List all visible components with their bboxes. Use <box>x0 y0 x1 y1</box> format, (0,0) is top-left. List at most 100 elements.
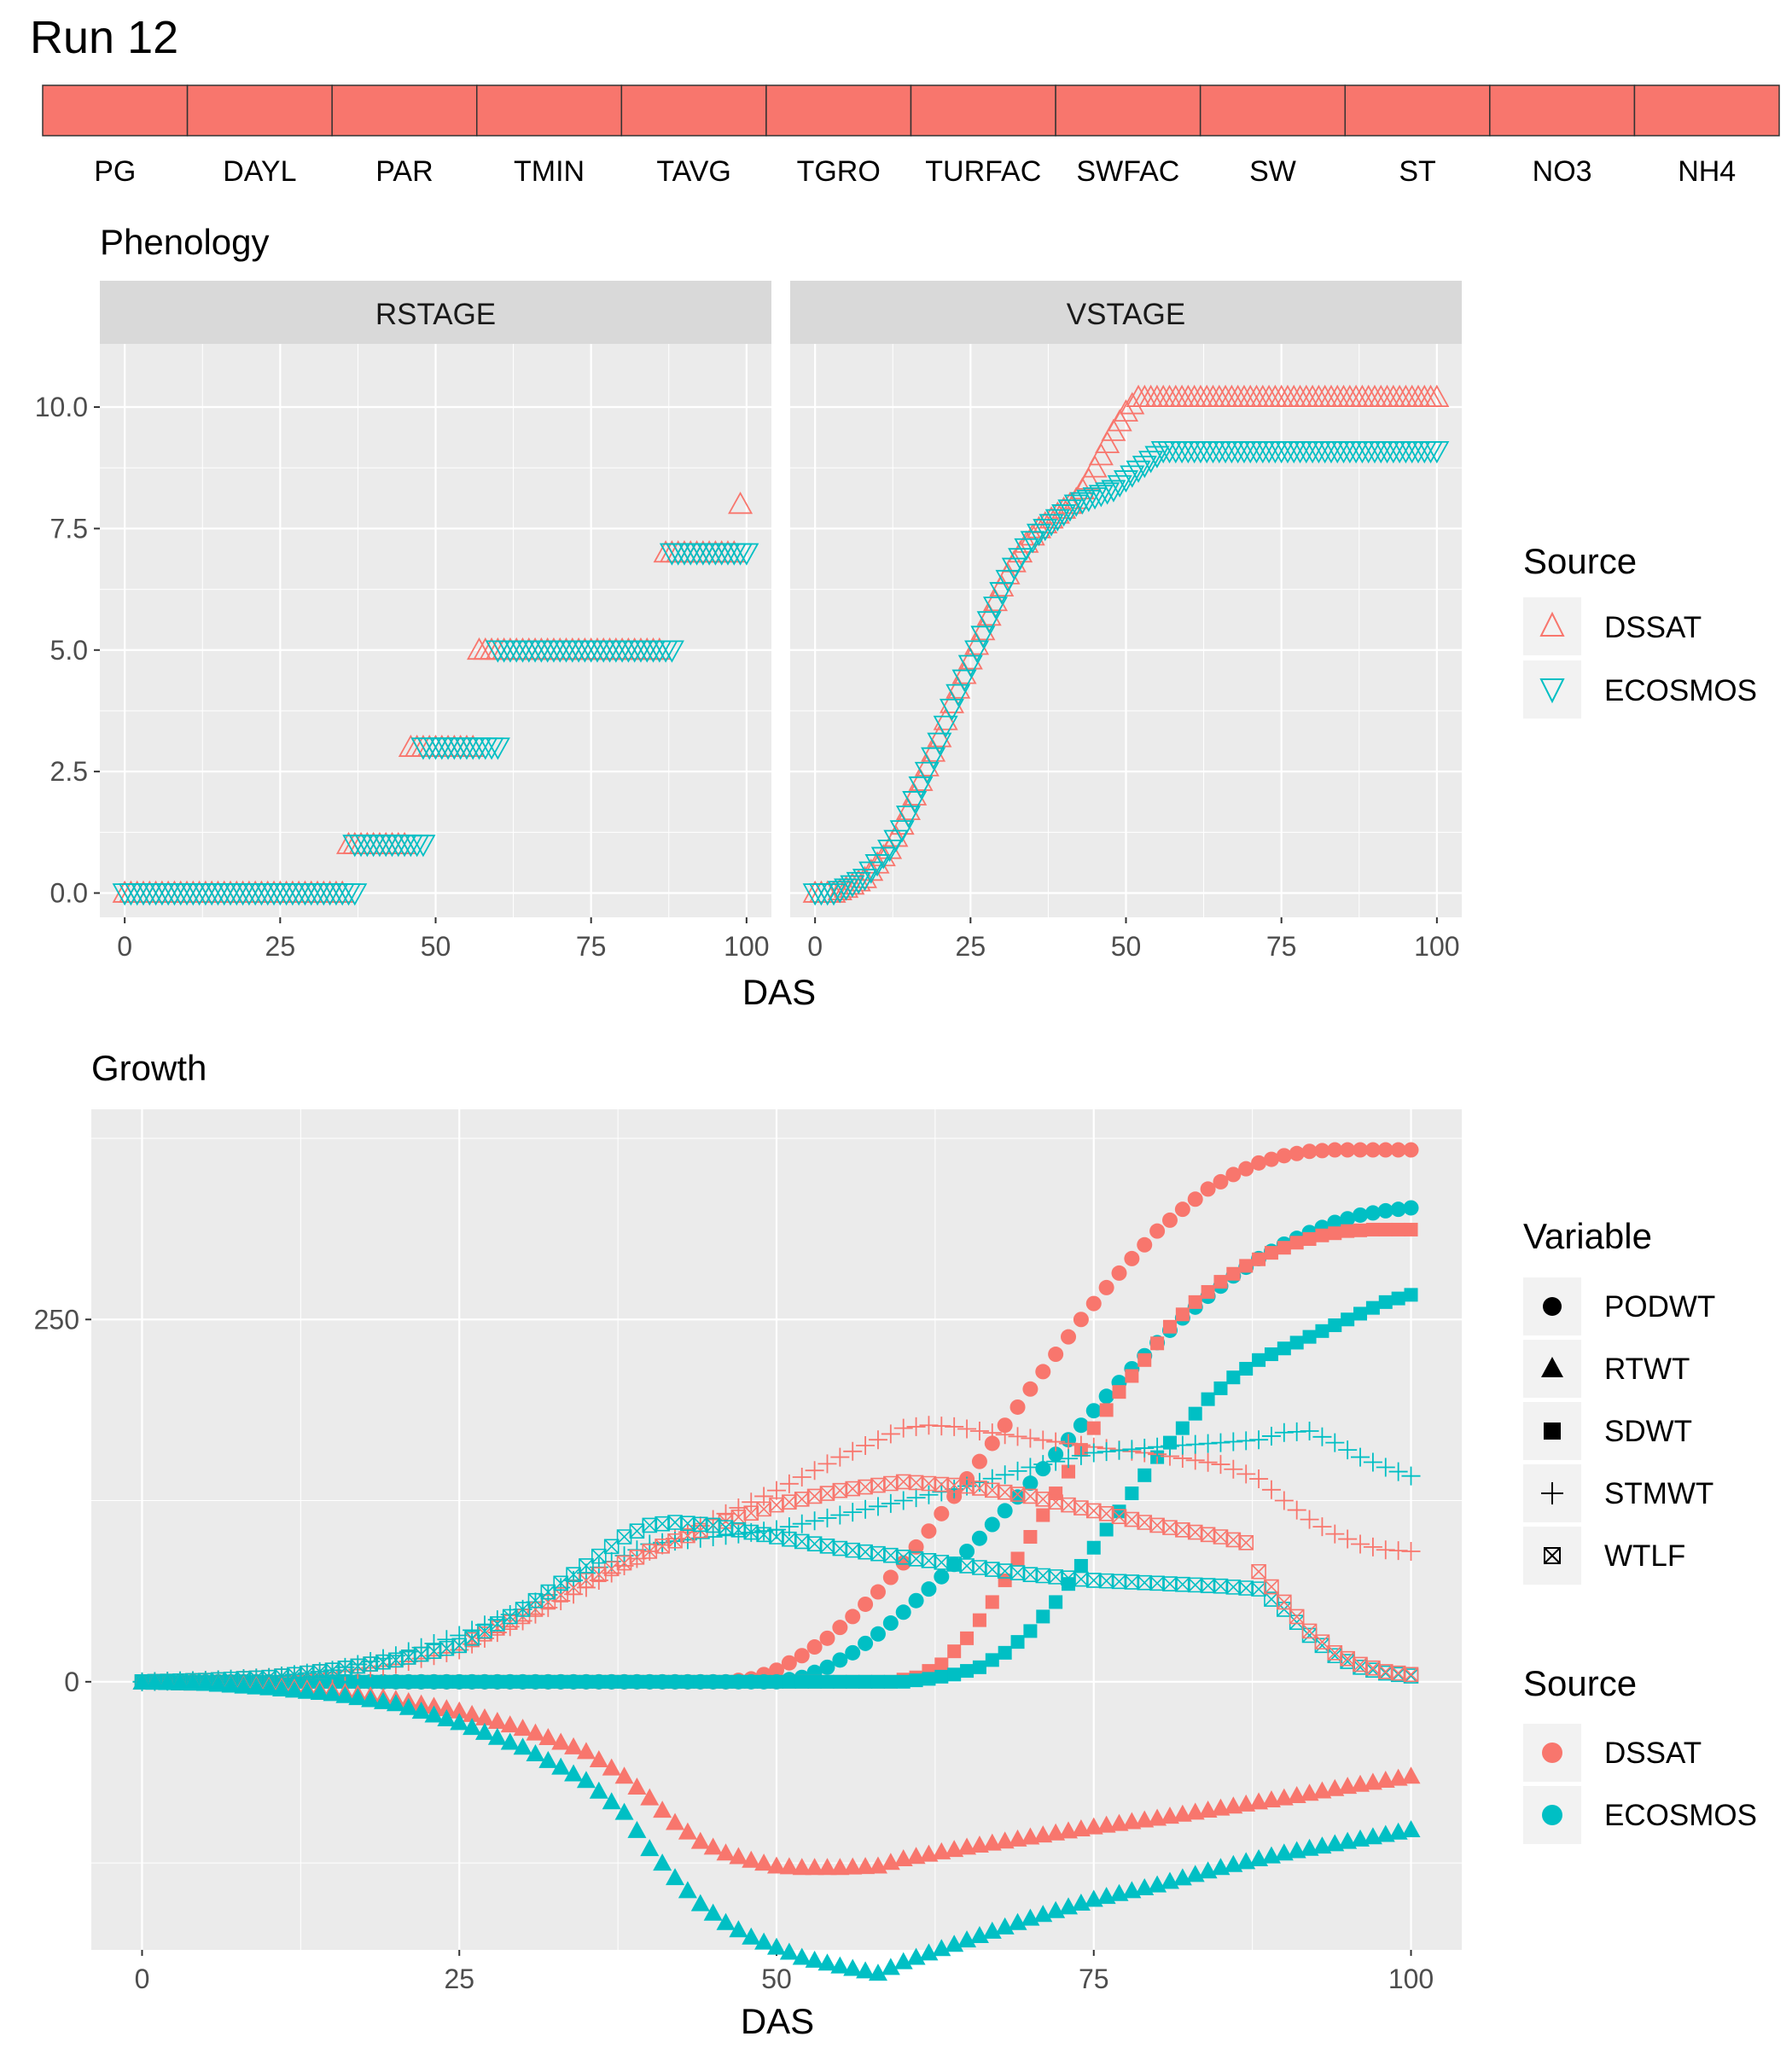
data-point-circle <box>1061 1329 1077 1345</box>
data-point-circle <box>819 1659 835 1675</box>
data-point-boxed-x <box>819 1539 835 1554</box>
data-point-boxed-x <box>743 1505 759 1521</box>
data-point-square <box>1213 1381 1228 1395</box>
data-point-triangle <box>361 1690 381 1708</box>
data-point-triangle-down <box>1082 487 1108 510</box>
data-point-square <box>1264 1347 1278 1362</box>
data-point-plus <box>1401 1466 1421 1486</box>
data-point-circle <box>1238 1161 1254 1177</box>
data-point-square <box>1302 1231 1317 1246</box>
data-point-triangle <box>463 1718 482 1736</box>
data-point-circle <box>819 1630 835 1646</box>
data-point-triangle-down <box>342 883 368 906</box>
data-point-boxed-x <box>591 1567 607 1582</box>
data-point-square <box>1099 1403 1114 1417</box>
data-point-square <box>554 1674 568 1689</box>
legend-label-sdwt: SDWT <box>1604 1415 1692 1448</box>
data-point-triangle <box>805 1950 824 1968</box>
data-point-circle <box>921 1523 937 1539</box>
data-point-triangle-down <box>1069 492 1096 515</box>
data-point-triangle-up <box>1014 530 1039 553</box>
data-point-square <box>1277 1241 1291 1255</box>
data-point-boxed-x <box>439 1640 455 1656</box>
data-point-boxed-x <box>1124 1511 1140 1527</box>
data-point-circle <box>1073 1417 1089 1434</box>
data-point-plus <box>856 1436 876 1455</box>
data-point-triangle <box>450 1713 469 1731</box>
x-tick-label: 0 <box>807 931 823 962</box>
x-tick-label: 50 <box>1111 931 1142 962</box>
data-point-triangle <box>195 1673 215 1691</box>
data-point-circle <box>1377 1142 1393 1158</box>
data-point-square <box>960 1664 975 1679</box>
data-point-square <box>1112 1385 1126 1399</box>
data-point-triangle <box>690 1831 710 1849</box>
x-tick-label: 0 <box>135 1964 150 1994</box>
series-wtlf-dssat_tail <box>1251 1563 1419 1683</box>
data-point-boxed-x <box>527 1592 544 1609</box>
data-point-plus <box>1021 1457 1040 1477</box>
data-point-triangle <box>729 1847 748 1865</box>
data-point-circle <box>959 1543 975 1559</box>
square-icon <box>1544 1423 1561 1440</box>
data-point-square <box>719 1674 733 1689</box>
legend-label-dssat: DSSAT <box>1604 1737 1702 1770</box>
data-point-square <box>909 1673 923 1688</box>
data-point-triangle <box>474 1722 494 1740</box>
data-point-square <box>1365 1300 1380 1315</box>
data-point-triangle <box>716 1912 736 1930</box>
data-point-boxed-x <box>845 1481 861 1497</box>
data-point-triangle <box>323 1684 342 1702</box>
data-point-square <box>1365 1222 1380 1236</box>
data-point-boxed-x <box>1301 1623 1318 1639</box>
data-point-triangle <box>424 1705 444 1723</box>
data-point-boxed-x <box>477 1623 492 1639</box>
data-point-triangle <box>805 1858 824 1876</box>
data-point-triangle <box>284 1680 304 1698</box>
data-point-square <box>794 1674 809 1689</box>
data-point-plus <box>1325 1433 1345 1452</box>
x-tick-label: 50 <box>761 1964 792 1994</box>
data-point-boxed-x <box>642 1517 658 1533</box>
data-point-circle <box>895 1555 911 1571</box>
data-point-plus <box>1224 1432 1243 1452</box>
data-point-triangle <box>995 1917 1015 1935</box>
data-point-triangle <box>602 1792 621 1810</box>
data-point-triangle-down <box>1113 470 1139 493</box>
data-point-plus <box>995 1465 1015 1485</box>
data-point-circle <box>1390 1201 1406 1218</box>
data-point-square <box>922 1672 936 1686</box>
data-point-plus <box>1122 1440 1142 1459</box>
circle-icon <box>1542 1805 1562 1825</box>
data-point-plus <box>843 1503 863 1522</box>
data-point-triangle-down <box>914 761 940 785</box>
status-label-tgro: TGRO <box>797 155 881 188</box>
status-label-tavg: TAVG <box>656 155 731 188</box>
data-point-triangle-down <box>1132 456 1157 479</box>
status-cell-nh4 <box>1633 84 1780 137</box>
data-point-triangle <box>919 1943 939 1961</box>
data-point-square <box>503 1674 517 1689</box>
data-point-triangle <box>906 1947 926 1965</box>
y-tick-label: 0 <box>64 1667 79 1697</box>
data-point-circle <box>832 1652 848 1668</box>
data-point-circle <box>858 1596 874 1612</box>
data-point-square <box>960 1631 975 1645</box>
data-point-triangle <box>969 1926 989 1944</box>
variable-legend-title: Variable <box>1523 1216 1652 1256</box>
data-point-triangle <box>830 1956 850 1974</box>
data-point-triangle <box>386 1694 405 1712</box>
data-point-circle <box>1048 1347 1064 1363</box>
data-point-boxed-x <box>603 1561 620 1577</box>
status-cell-tgro <box>765 84 912 137</box>
data-point-plus <box>805 1511 824 1531</box>
data-point-circle <box>1137 1236 1153 1253</box>
data-point-plus <box>868 1430 887 1450</box>
data-point-triangle <box>640 1788 660 1806</box>
status-label-dayl: DAYL <box>223 155 296 188</box>
data-point-boxed-x <box>579 1558 594 1574</box>
data-point-plus <box>1198 1434 1218 1453</box>
data-point-triangle <box>500 1715 520 1733</box>
data-point-triangle <box>576 1742 596 1760</box>
data-point-square <box>567 1674 581 1689</box>
